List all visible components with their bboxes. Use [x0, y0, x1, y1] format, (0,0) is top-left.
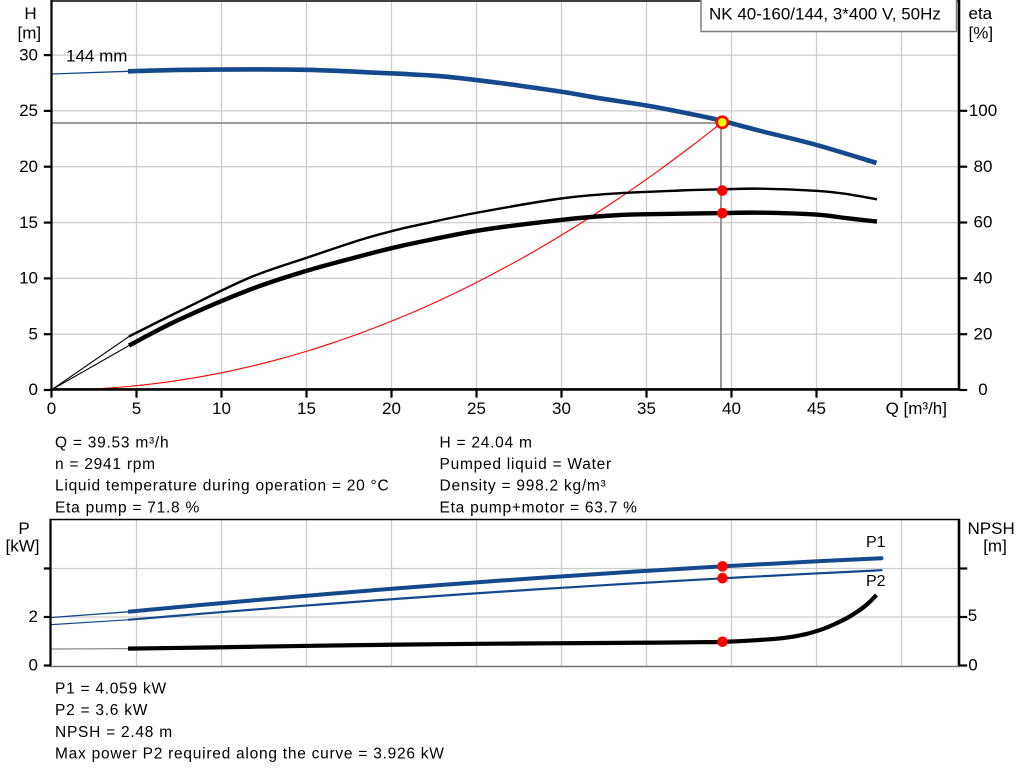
- svg-text:Max power P2 required along th: Max power P2 required along the curve = …: [55, 745, 445, 762]
- svg-text:45: 45: [807, 399, 826, 418]
- svg-text:[m]: [m]: [983, 537, 1007, 556]
- svg-text:0: 0: [47, 399, 56, 418]
- svg-text:P1: P1: [866, 534, 886, 551]
- svg-text:eta: eta: [969, 4, 993, 23]
- svg-text:30: 30: [552, 399, 571, 418]
- svg-text:10: 10: [19, 269, 38, 288]
- svg-text:Density = 998.2 kg/m³: Density = 998.2 kg/m³: [440, 478, 607, 495]
- svg-text:25: 25: [19, 101, 38, 120]
- svg-text:20: 20: [974, 324, 993, 343]
- svg-text:Eta pump = 71.8 %: Eta pump = 71.8 %: [55, 499, 200, 516]
- svg-text:80: 80: [974, 157, 993, 176]
- svg-text:5: 5: [29, 324, 38, 343]
- svg-text:60: 60: [974, 213, 993, 232]
- svg-text:H: H: [24, 4, 36, 23]
- svg-text:Pumped liquid = Water: Pumped liquid = Water: [440, 456, 612, 473]
- svg-text:40: 40: [974, 269, 993, 288]
- svg-text:40: 40: [722, 399, 741, 418]
- svg-text:0: 0: [978, 380, 987, 399]
- svg-text:2: 2: [29, 607, 38, 626]
- svg-text:NK 40-160/144, 3*400 V, 50Hz: NK 40-160/144, 3*400 V, 50Hz: [709, 5, 941, 24]
- svg-text:144 mm: 144 mm: [66, 47, 127, 66]
- svg-text:NPSH: NPSH: [968, 519, 1015, 538]
- svg-text:35: 35: [637, 399, 656, 418]
- svg-text:n = 2941 rpm: n = 2941 rpm: [55, 456, 156, 473]
- svg-text:0: 0: [968, 656, 977, 675]
- svg-text:25: 25: [467, 399, 486, 418]
- svg-text:15: 15: [19, 213, 38, 232]
- svg-text:[%]: [%]: [969, 24, 994, 43]
- svg-text:Q [m³/h]: Q [m³/h]: [886, 399, 947, 418]
- svg-text:0: 0: [29, 380, 38, 399]
- svg-text:P1 = 4.059 kW: P1 = 4.059 kW: [55, 681, 167, 698]
- svg-text:100: 100: [969, 101, 997, 120]
- svg-text:Eta pump+motor = 63.7 %: Eta pump+motor = 63.7 %: [440, 499, 638, 516]
- svg-text:0: 0: [29, 656, 38, 675]
- svg-text:[kW]: [kW]: [6, 537, 40, 556]
- svg-text:P2 = 3.6 kW: P2 = 3.6 kW: [55, 702, 148, 719]
- svg-text:P2: P2: [866, 573, 886, 590]
- svg-text:H = 24.04 m: H = 24.04 m: [440, 435, 533, 452]
- svg-text:Liquid temperature during oper: Liquid temperature during operation = 20…: [55, 478, 389, 495]
- svg-text:5: 5: [132, 399, 141, 418]
- svg-text:20: 20: [19, 157, 38, 176]
- svg-text:Q = 39.53 m³/h: Q = 39.53 m³/h: [55, 435, 169, 452]
- svg-text:10: 10: [212, 399, 231, 418]
- svg-text:[m]: [m]: [18, 24, 42, 43]
- svg-text:P: P: [18, 519, 29, 538]
- svg-text:20: 20: [382, 399, 401, 418]
- svg-text:15: 15: [297, 399, 316, 418]
- svg-text:5: 5: [968, 606, 977, 625]
- svg-text:30: 30: [19, 45, 38, 64]
- svg-text:NPSH = 2.48 m: NPSH = 2.48 m: [55, 724, 173, 741]
